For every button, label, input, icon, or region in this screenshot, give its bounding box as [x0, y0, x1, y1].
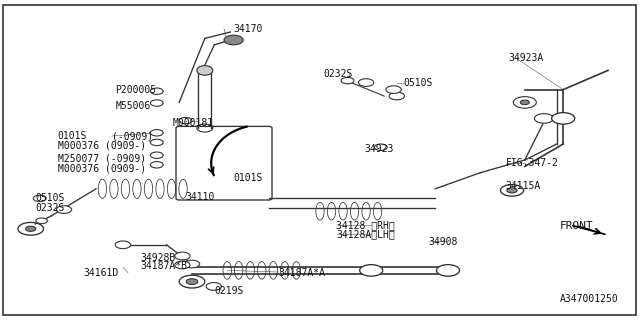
Text: 34115A: 34115A	[506, 180, 541, 191]
Text: M250077 (-0909): M250077 (-0909)	[58, 153, 146, 164]
Text: FRONT: FRONT	[560, 220, 594, 231]
Circle shape	[150, 139, 163, 146]
Text: 0232S: 0232S	[323, 68, 353, 79]
Circle shape	[436, 265, 460, 276]
Circle shape	[56, 206, 72, 213]
Circle shape	[115, 241, 131, 249]
Circle shape	[224, 35, 243, 45]
Circle shape	[206, 283, 221, 290]
Circle shape	[150, 88, 163, 94]
Circle shape	[513, 97, 536, 108]
Circle shape	[179, 117, 192, 124]
Text: 0101S: 0101S	[234, 172, 263, 183]
Text: M000376 (0909-): M000376 (0909-)	[58, 140, 146, 151]
FancyBboxPatch shape	[176, 126, 272, 200]
Text: 34128A〈LH〉: 34128A〈LH〉	[336, 229, 395, 239]
Circle shape	[386, 86, 401, 93]
Circle shape	[150, 130, 163, 136]
Circle shape	[150, 162, 163, 168]
Text: M55006: M55006	[115, 100, 150, 111]
Text: 34128 〈RH〉: 34128 〈RH〉	[336, 220, 395, 231]
Text: 34928B: 34928B	[141, 252, 176, 263]
Text: 0232S: 0232S	[35, 203, 65, 213]
Circle shape	[520, 100, 529, 105]
Circle shape	[26, 226, 36, 231]
Circle shape	[175, 252, 190, 260]
Circle shape	[175, 261, 190, 269]
Circle shape	[358, 79, 374, 86]
Text: 0510S: 0510S	[35, 193, 65, 204]
Circle shape	[389, 92, 404, 100]
Circle shape	[507, 188, 517, 193]
Text: 0510S: 0510S	[403, 78, 433, 88]
Text: 34161D: 34161D	[83, 268, 118, 278]
Text: 34187A*A: 34187A*A	[278, 268, 325, 278]
Text: 34110: 34110	[186, 192, 215, 202]
Text: A347001250: A347001250	[560, 294, 619, 304]
Circle shape	[552, 113, 575, 124]
Text: FIG.347-2: FIG.347-2	[506, 158, 559, 168]
Text: (-0909): (-0909)	[112, 131, 153, 141]
Circle shape	[33, 195, 46, 202]
Circle shape	[374, 144, 387, 150]
Circle shape	[534, 114, 554, 123]
Ellipse shape	[197, 66, 212, 75]
Circle shape	[36, 218, 47, 224]
Text: 0219S: 0219S	[214, 286, 244, 296]
Circle shape	[150, 152, 163, 158]
Circle shape	[184, 260, 200, 268]
Text: P200005: P200005	[115, 84, 156, 95]
Text: M000181: M000181	[173, 118, 214, 128]
Circle shape	[360, 265, 383, 276]
Circle shape	[150, 100, 163, 106]
Text: 34908: 34908	[429, 236, 458, 247]
Text: 0101S: 0101S	[58, 131, 87, 141]
Text: 34170: 34170	[234, 24, 263, 34]
Text: M000376 (0909-): M000376 (0909-)	[58, 163, 146, 173]
Circle shape	[341, 77, 354, 84]
Text: 34923A: 34923A	[509, 52, 544, 63]
Circle shape	[186, 279, 198, 284]
Text: 34923: 34923	[365, 144, 394, 154]
Circle shape	[500, 185, 524, 196]
Text: 34187A*B: 34187A*B	[141, 261, 188, 271]
